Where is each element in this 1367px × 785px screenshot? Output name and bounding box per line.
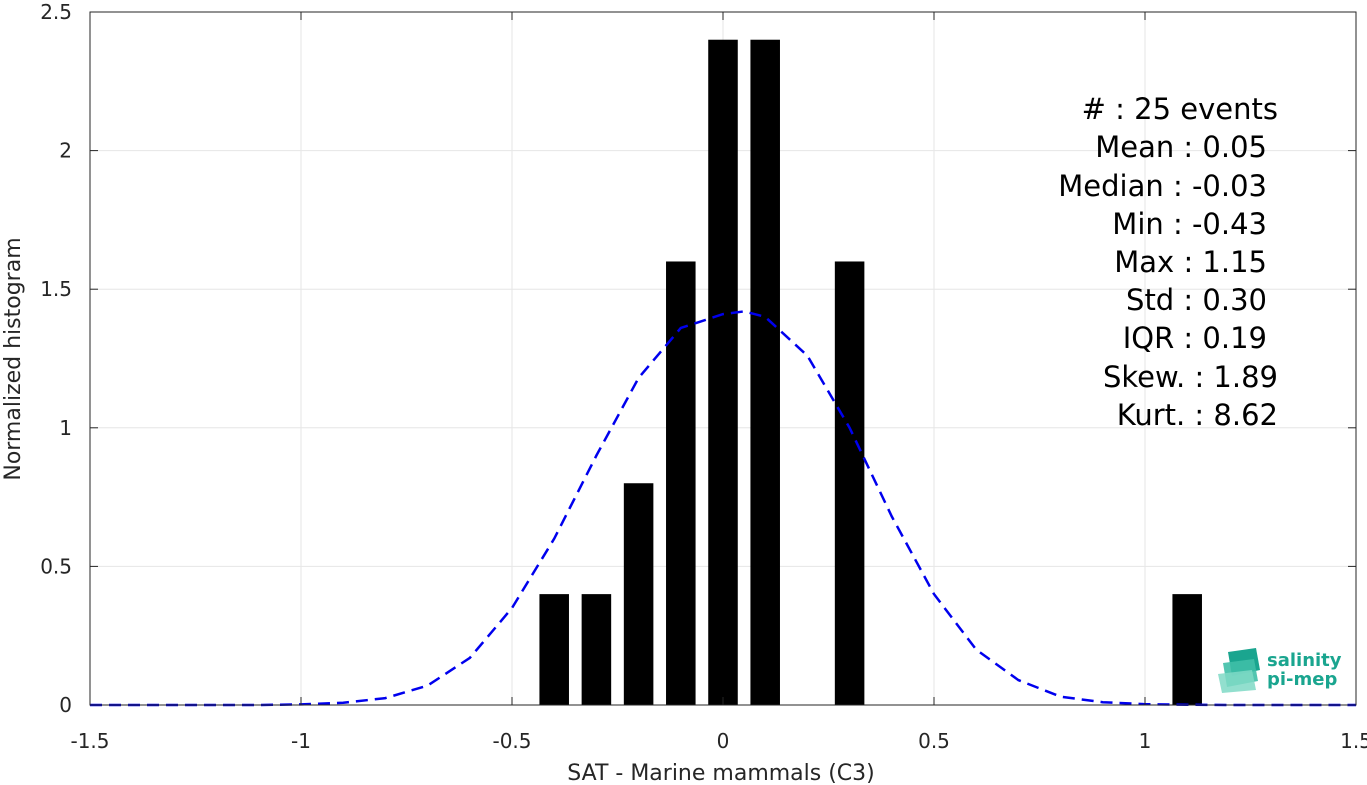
x-tick-label-3: 0 bbox=[717, 729, 730, 753]
bar-3 bbox=[666, 261, 696, 705]
stats-box: # : 25 events Mean : 0.05 Median : -0.03… bbox=[1058, 92, 1278, 432]
stats-max: Max : 1.15 bbox=[1114, 245, 1267, 279]
axis-ticks bbox=[89, 11, 1357, 706]
x-tick-label-6: 1.5 bbox=[1340, 729, 1367, 753]
stats-iqr: IQR : 0.19 bbox=[1123, 321, 1267, 355]
wave-logo-icon bbox=[1218, 648, 1260, 693]
x-tick-label-1: -1 bbox=[291, 729, 311, 753]
y-tick-label-4: 2 bbox=[59, 139, 72, 163]
stats-min: Min : -0.43 bbox=[1112, 207, 1267, 241]
stats-kurt: Kurt. : 8.62 bbox=[1117, 398, 1278, 432]
stats-mean: Mean : 0.05 bbox=[1095, 130, 1267, 164]
x-tick-labels: -1.5 -1 -0.5 0 0.5 1 1.5 bbox=[70, 729, 1367, 753]
bar-4 bbox=[708, 39, 738, 706]
bars-group bbox=[539, 39, 1202, 706]
stats-skew: Skew. : 1.89 bbox=[1103, 360, 1278, 394]
y-axis-label: Normalized histogram bbox=[1, 237, 26, 480]
stats-count: # : 25 events bbox=[1082, 92, 1278, 126]
normal-fit-curve bbox=[90, 310, 1356, 707]
x-tick-label-5: 1 bbox=[1139, 729, 1152, 753]
bar-1 bbox=[581, 594, 612, 705]
x-tick-label-4: 0.5 bbox=[918, 729, 950, 753]
x-axis-label: SAT - Marine mammals (C3) bbox=[567, 761, 875, 785]
bar-6 bbox=[834, 261, 865, 705]
bar-0 bbox=[539, 594, 569, 705]
x-tick-label-2: -0.5 bbox=[492, 729, 531, 753]
stats-median: Median : -0.03 bbox=[1058, 169, 1267, 203]
y-tick-label-0: 0 bbox=[59, 693, 72, 717]
y-tick-label-1: 0.5 bbox=[40, 554, 72, 578]
bar-5 bbox=[750, 39, 780, 706]
x-tick-label-0: -1.5 bbox=[70, 729, 109, 753]
logo-text-line1: salinity bbox=[1267, 650, 1342, 671]
bar-7 bbox=[1172, 594, 1202, 705]
y-tick-labels: 0 0.5 1 1.5 2 2.5 bbox=[40, 0, 72, 717]
salinity-pi-mep-logo: salinity pi-mep bbox=[1218, 648, 1342, 693]
y-tick-label-5: 2.5 bbox=[40, 0, 72, 24]
y-tick-label-2: 1 bbox=[59, 416, 72, 440]
logo-text-line2: pi-mep bbox=[1267, 669, 1337, 690]
y-tick-label-3: 1.5 bbox=[40, 277, 72, 301]
bar-2 bbox=[623, 483, 654, 705]
stats-std: Std : 0.30 bbox=[1126, 283, 1267, 317]
